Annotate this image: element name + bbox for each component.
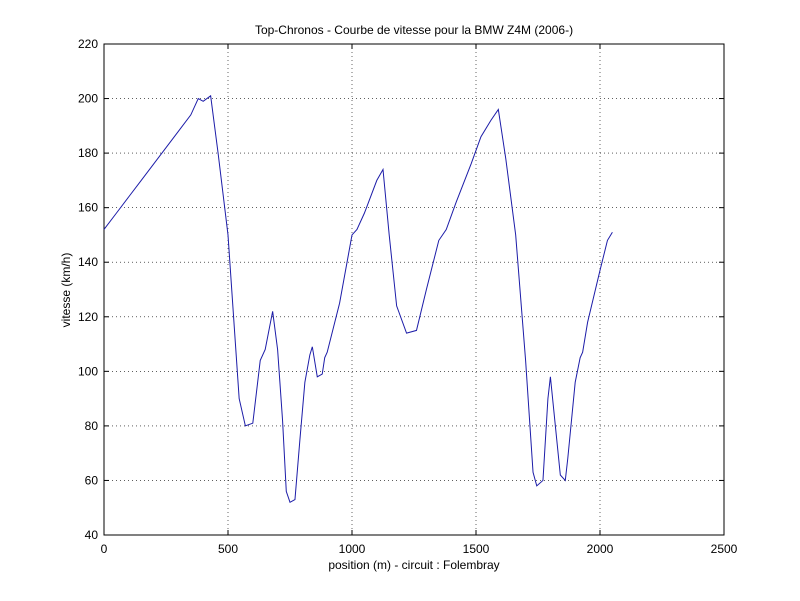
y-tick-label: 120 <box>78 310 98 324</box>
y-tick-label: 160 <box>78 201 98 215</box>
y-tick-label: 100 <box>78 364 98 378</box>
x-tick-label: 500 <box>218 542 238 556</box>
chart-title: Top-Chronos - Courbe de vitesse pour la … <box>255 23 573 37</box>
y-tick-label: 140 <box>78 255 98 269</box>
data-line <box>103 94 613 503</box>
x-tick-label: 2000 <box>587 542 614 556</box>
x-tick-label: 1500 <box>463 542 490 556</box>
y-tick-label: 80 <box>85 419 99 433</box>
x-axis-label: position (m) - circuit : Folembray <box>328 558 499 572</box>
x-tick-label: 1000 <box>339 542 366 556</box>
y-tick-label: 40 <box>85 528 99 542</box>
y-tick-label: 220 <box>78 37 98 51</box>
x-tick-label: 0 <box>101 542 108 556</box>
plot-frame <box>103 43 725 536</box>
y-tick-label: 180 <box>78 146 98 160</box>
y-tick-label: 200 <box>78 92 98 106</box>
y-axis-label: vitesse (km/h) <box>59 253 73 328</box>
y-tick-label: 60 <box>85 473 99 487</box>
x-tick-label: 2500 <box>711 542 738 556</box>
